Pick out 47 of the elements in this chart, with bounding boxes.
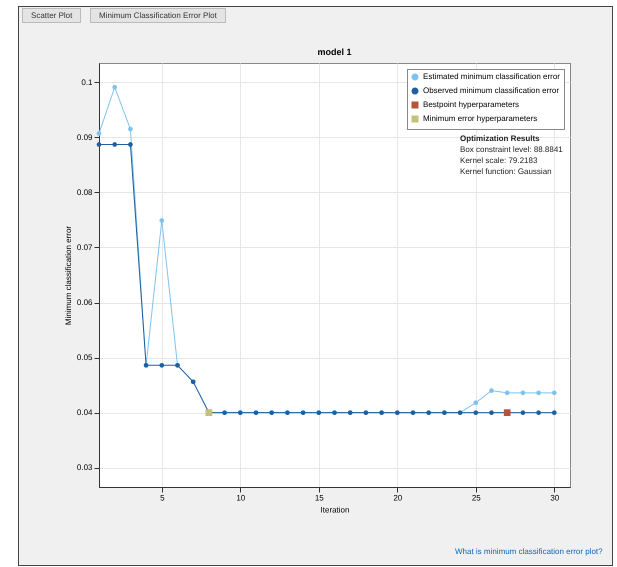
x-tick-label: 5	[160, 494, 166, 502]
x-tick-label: 30	[550, 494, 560, 502]
x-axis-title: Iteration	[320, 506, 350, 514]
annotation: Optimization Results	[460, 134, 540, 143]
y-tick-label: 0.08	[76, 188, 94, 197]
y-tick-label: 0.07	[76, 242, 94, 252]
x-tick-label: 20	[393, 494, 403, 502]
legend-label: Minimum error hyperparameters	[423, 114, 538, 123]
x-tick-label: 10	[236, 494, 246, 502]
point	[96, 131, 102, 136]
point	[96, 142, 102, 147]
x-tick-label: 25	[472, 494, 482, 502]
point	[536, 390, 541, 396]
point	[159, 362, 164, 368]
y-axis-title: Minimum classification error	[64, 226, 73, 326]
y-tick-label: 0.05	[76, 353, 94, 362]
point	[473, 410, 478, 416]
chart-title: model 1	[317, 47, 352, 57]
legend-label: Bestpoint hyperparameters	[423, 100, 520, 109]
point	[159, 218, 164, 223]
y-tick-label: 0.1	[81, 78, 94, 87]
y-tick-label: 0.04	[76, 408, 94, 418]
point	[112, 142, 118, 147]
point	[128, 142, 133, 147]
point	[489, 410, 494, 416]
y-tick-label: 0.03	[76, 463, 94, 472]
annotation: Kernel function: Gaussian	[460, 167, 552, 176]
y-tick-label: 0.09	[76, 132, 94, 142]
point	[489, 388, 494, 393]
point	[128, 126, 133, 132]
annotation: Kernel scale: 79.2183	[460, 156, 538, 165]
point	[552, 410, 557, 416]
point	[504, 390, 510, 396]
point	[536, 410, 541, 416]
text: Minimum Classification Error Plot	[90, 8, 226, 23]
annotation: Box constraint level: 88.8841	[460, 145, 563, 154]
y-tick-label: 0.06	[76, 298, 94, 308]
legend-label: Estimated minimum classification error	[423, 72, 560, 81]
point	[473, 400, 478, 406]
text: What is minimum classification error plot?	[455, 547, 603, 556]
point	[552, 390, 557, 396]
text: Scatter Plot	[22, 8, 82, 23]
legend-label: Observed minimum classification error	[423, 86, 560, 95]
point	[520, 390, 526, 396]
point	[112, 84, 118, 90]
x-tick-label: 15	[314, 494, 324, 502]
point	[520, 410, 526, 416]
